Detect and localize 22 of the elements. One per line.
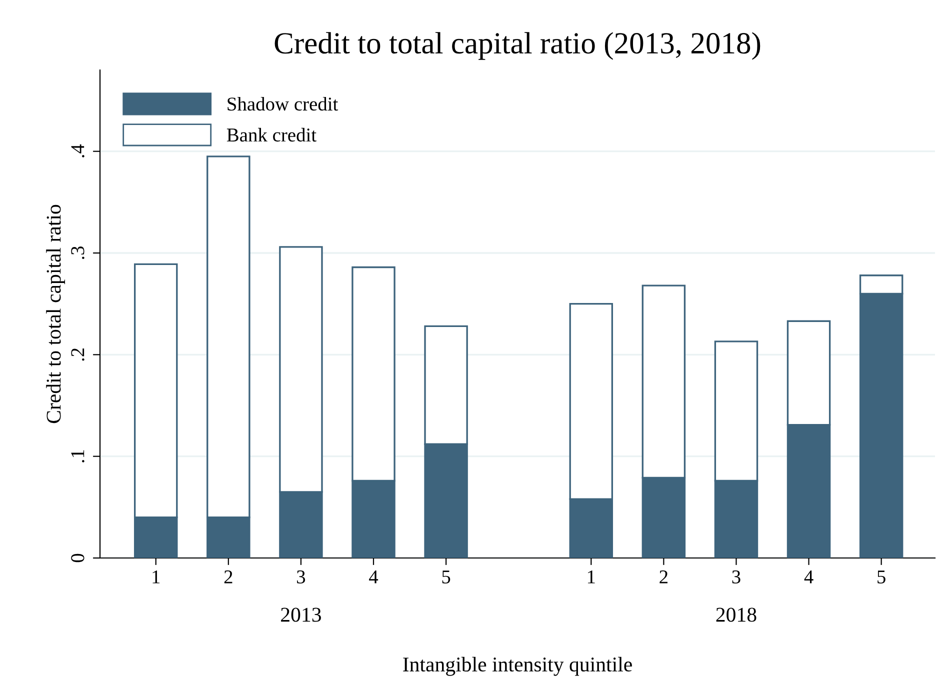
x-tick-label: 5 [442,570,450,584]
x-tick-label: 5 [878,570,886,584]
y-tick-label: 0 [71,554,84,562]
x-tick-label: 1 [588,570,595,584]
legend-label: Bank credit [226,128,316,142]
text: 2018 [716,608,756,622]
y-tick-label: .3 [71,246,84,260]
y-tick-label: .2 [71,348,84,361]
y-axis-title: Credit to total capital ratio [46,204,66,424]
y-tick-label: .1 [71,450,84,462]
x-tick-label: 2 [224,570,232,584]
x-tick-label: 4 [369,570,378,584]
legend-label: Shadow credit [228,96,338,111]
chart-title: Credit to total capital ratio (2013, 2018) [274,32,760,60]
text: 2013 [281,608,321,622]
y-tick-label: .4 [71,144,84,158]
x-tick-label: 3 [732,570,740,584]
x-tick-label: 2 [660,570,668,584]
x-tick-label: 3 [297,570,306,584]
x-tick-label: 1 [152,570,160,584]
x-tick-label: 4 [804,570,814,584]
x-axis-title: Intangible intensity quintile [403,656,632,676]
